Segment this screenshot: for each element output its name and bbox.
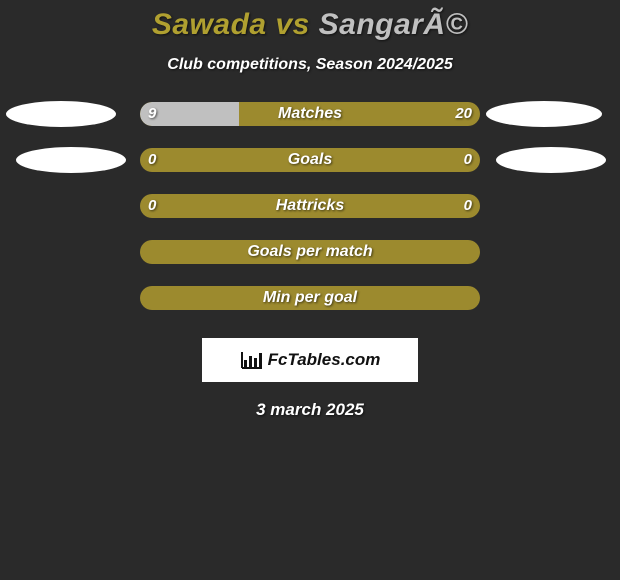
- stat-row: Matches920: [0, 102, 620, 148]
- attribution-text: FcTables.com: [268, 350, 381, 370]
- attribution-box: FcTables.com: [202, 338, 418, 382]
- bar-left-fill: [140, 102, 239, 126]
- stat-row: Hattricks00: [0, 194, 620, 240]
- stat-row: Min per goal: [0, 286, 620, 332]
- date-text: 3 march 2025: [0, 400, 620, 420]
- barchart-icon: [240, 350, 264, 370]
- title: Sawada vs SangarÃ©: [0, 8, 620, 42]
- subtitle: Club competitions, Season 2024/2025: [0, 56, 620, 74]
- bar-track: [140, 148, 480, 172]
- title-vs: vs: [275, 8, 309, 41]
- stats-block: Matches920Goals00Hattricks00Goals per ma…: [0, 102, 620, 332]
- bar-track: [140, 286, 480, 310]
- player-oval-left: [16, 147, 126, 173]
- player-oval-right: [486, 101, 602, 127]
- bar-track: [140, 240, 480, 264]
- title-player2: SangarÃ©: [319, 8, 468, 41]
- title-player1: Sawada: [152, 8, 267, 41]
- player-oval-right: [496, 147, 606, 173]
- attribution-inner: FcTables.com: [240, 350, 381, 370]
- stat-row: Goals00: [0, 148, 620, 194]
- bar-track: [140, 102, 480, 126]
- stat-row: Goals per match: [0, 240, 620, 286]
- player-oval-left: [6, 101, 116, 127]
- comparison-infographic: Sawada vs SangarÃ© Club competitions, Se…: [0, 0, 620, 580]
- bar-track: [140, 194, 480, 218]
